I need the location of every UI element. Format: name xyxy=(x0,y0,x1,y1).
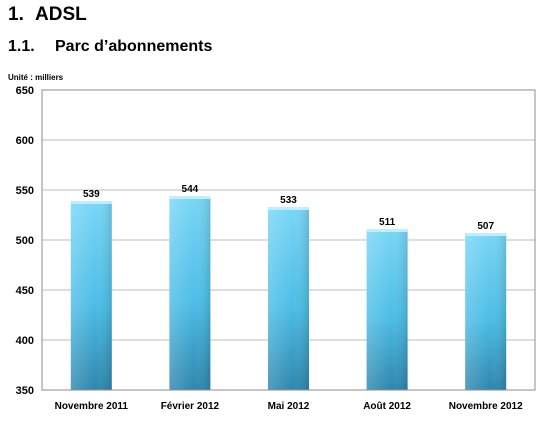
x-tick-label: Novembre 2012 xyxy=(449,401,523,412)
y-tick-label: 650 xyxy=(16,85,34,97)
section-title: ADSL xyxy=(35,4,87,25)
x-tick-label: Novembre 2011 xyxy=(55,401,129,412)
y-tick-label: 400 xyxy=(16,335,34,347)
data-label: 539 xyxy=(83,189,100,200)
bar-shading xyxy=(70,201,112,390)
bar-cap xyxy=(268,207,309,210)
data-label: 544 xyxy=(182,184,199,195)
plot-frame xyxy=(41,89,536,391)
data-label: 533 xyxy=(280,195,297,206)
bar-shading xyxy=(366,229,408,390)
y-tick-label: 350 xyxy=(16,385,34,397)
bar-cap xyxy=(169,196,211,199)
y-tick-label: 500 xyxy=(16,235,34,247)
bar-cap xyxy=(465,233,507,236)
y-tick-label: 450 xyxy=(16,285,34,297)
subsection-heading: 1.1. Parc d’abonnements xyxy=(8,38,212,56)
x-tick-label: Août 2012 xyxy=(363,401,411,412)
bar-cap xyxy=(70,201,112,204)
section-heading: 1. ADSL xyxy=(8,4,87,26)
subsection-title: Parc d’abonnements xyxy=(55,38,213,55)
y-tick-label: 600 xyxy=(16,135,34,147)
unit-label: Unité : milliers xyxy=(8,73,64,82)
bar-shading xyxy=(465,233,507,390)
y-tick-label: 550 xyxy=(16,185,34,197)
x-tick-label: Mai 2012 xyxy=(268,401,310,412)
data-label: 511 xyxy=(379,217,396,228)
x-tick-label: Février 2012 xyxy=(161,401,220,412)
bar-cap xyxy=(366,229,408,232)
data-label: 507 xyxy=(477,221,494,232)
bar-shading xyxy=(268,207,309,390)
section-number: 1. xyxy=(8,4,24,25)
subsection-number: 1.1. xyxy=(8,38,35,55)
bar-shading xyxy=(169,196,211,390)
